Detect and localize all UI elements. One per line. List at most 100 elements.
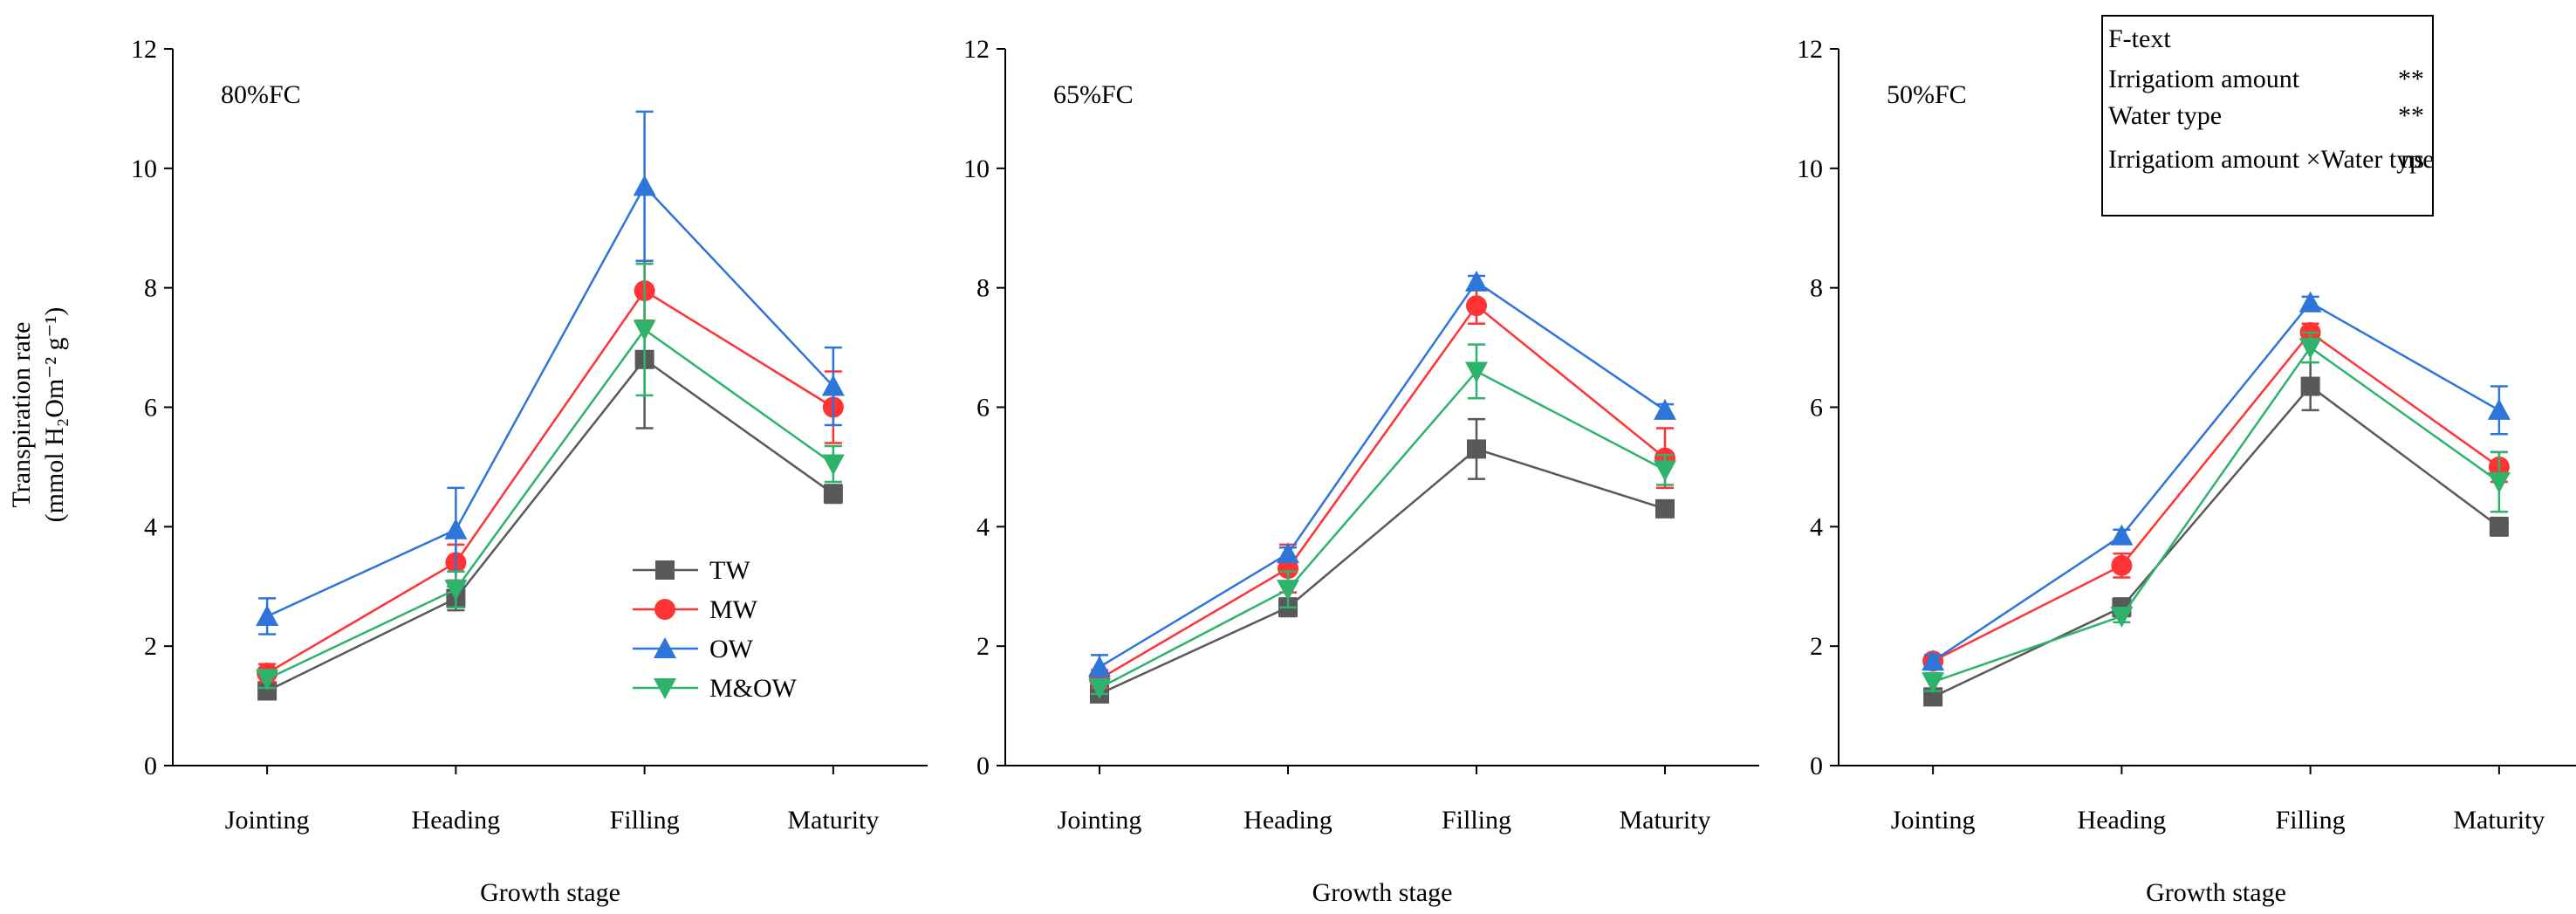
series-line bbox=[1099, 369, 1666, 690]
x-axis-label: Growth stage bbox=[2146, 878, 2286, 907]
x-tick-label: Filling bbox=[610, 806, 680, 835]
data-point bbox=[1088, 656, 1111, 677]
legend-entry: MW bbox=[633, 595, 758, 624]
data-point bbox=[1277, 580, 1299, 601]
data-point bbox=[2487, 398, 2511, 420]
data-point bbox=[1654, 460, 1676, 482]
x-tick-label: Heading bbox=[412, 806, 501, 835]
ftext-row-label: Irrigatiom amount ×Water type bbox=[2108, 145, 2435, 174]
legend-marker bbox=[654, 637, 676, 658]
data-point bbox=[2111, 554, 2133, 576]
series-line bbox=[1099, 304, 1666, 680]
data-point bbox=[2299, 338, 2322, 360]
chart-panel: 0 2 4 6 8 10 12 Jointing Heading Filling Maturity G… bbox=[131, 35, 928, 907]
series-ow bbox=[256, 110, 845, 636]
data-point bbox=[1655, 498, 1675, 519]
series-m-ow bbox=[1088, 343, 1676, 700]
ftext-row-value: ** bbox=[2398, 65, 2424, 93]
data-point bbox=[256, 669, 279, 691]
legend: TW MW OW M&OW bbox=[633, 556, 798, 703]
legend-entry: M&OW bbox=[633, 674, 798, 703]
chart-panels: 0 2 4 6 8 10 12 Jointing Heading Filling Maturity G… bbox=[131, 35, 2576, 907]
y-tick-label: 12 bbox=[1797, 35, 1823, 64]
series-m-ow bbox=[256, 263, 845, 691]
panel-label: 65%FC bbox=[1053, 80, 1134, 109]
panel-label: 50%FC bbox=[1887, 80, 1967, 109]
y-tick-label: 8 bbox=[976, 274, 990, 303]
data-point bbox=[1466, 295, 1487, 317]
series-tw bbox=[257, 289, 843, 701]
y-tick-label: 8 bbox=[144, 274, 157, 303]
data-point bbox=[2110, 524, 2134, 546]
series-line bbox=[266, 358, 834, 692]
legend-entry: TW bbox=[633, 556, 750, 585]
series-mw bbox=[1089, 286, 1675, 690]
ftext-row-value: ** bbox=[2398, 101, 2424, 130]
x-axis-label: Growth stage bbox=[480, 878, 620, 907]
y-tick-label: 4 bbox=[144, 512, 157, 541]
series-line bbox=[1099, 280, 1666, 669]
series-ow bbox=[1088, 270, 1676, 681]
legend-marker bbox=[655, 560, 675, 580]
y-tick-label: 4 bbox=[1810, 512, 1823, 541]
series-line bbox=[1932, 331, 2500, 663]
data-point bbox=[257, 681, 277, 701]
data-point bbox=[444, 580, 468, 601]
legend-marker bbox=[654, 678, 676, 699]
legend-marker bbox=[654, 599, 675, 620]
data-point bbox=[1654, 398, 1676, 420]
data-point bbox=[2110, 606, 2134, 628]
series-m-ow bbox=[1922, 331, 2511, 694]
x-tick-label: Filling bbox=[1442, 806, 1511, 835]
data-point bbox=[1922, 672, 1945, 694]
y-tick-label: 6 bbox=[144, 394, 157, 423]
series-ow bbox=[1922, 291, 2511, 671]
legend-label: TW bbox=[709, 556, 750, 585]
x-tick-label: Maturity bbox=[2453, 806, 2545, 835]
ftext-border bbox=[2101, 15, 2434, 216]
y-tick-label: 2 bbox=[144, 632, 157, 661]
ftext-row-label: Irrigatiom amount bbox=[2108, 65, 2300, 93]
series-tw bbox=[1923, 361, 2509, 707]
data-point bbox=[823, 484, 843, 504]
ftext-box: F-text Irrigatiom amount ** Water type *… bbox=[2101, 15, 2435, 216]
series-line bbox=[266, 289, 834, 675]
y-tick-label: 2 bbox=[1810, 632, 1823, 661]
data-point bbox=[1278, 558, 1298, 580]
data-point bbox=[2489, 517, 2509, 537]
chart-panel: 0 2 4 6 8 10 12 Jointing Heading Filling Maturity G… bbox=[1797, 35, 2576, 907]
data-point bbox=[1465, 270, 1488, 292]
x-axis-label: Growth stage bbox=[1312, 878, 1453, 907]
y-axis-label: Transpiration rate (mmol H₂Om⁻² g⁻¹) bbox=[7, 307, 69, 523]
series-line bbox=[1099, 447, 1666, 696]
y-axis-label-line1: Transpiration rate bbox=[7, 321, 36, 507]
ftext-row-value: ns bbox=[2401, 145, 2424, 174]
y-tick-label: 12 bbox=[131, 35, 157, 64]
data-point bbox=[1465, 361, 1488, 383]
panel-label: 80%FC bbox=[221, 80, 301, 109]
data-point bbox=[444, 518, 468, 539]
x-tick-label: Jointing bbox=[225, 806, 310, 835]
x-tick-label: Jointing bbox=[1891, 806, 1976, 835]
data-point bbox=[633, 320, 656, 341]
data-point bbox=[256, 604, 279, 626]
chart-panel: 0 2 4 6 8 10 12 Jointing Heading Filling Maturity G… bbox=[963, 35, 1759, 907]
data-point bbox=[1922, 649, 1945, 671]
data-point bbox=[1467, 439, 1486, 459]
series-line bbox=[266, 327, 834, 680]
ftext-row-label: Water type bbox=[2108, 101, 2222, 130]
y-tick-label: 6 bbox=[1810, 394, 1823, 423]
series-line bbox=[266, 184, 834, 618]
legend-label: M&OW bbox=[709, 674, 798, 703]
x-tick-label: Maturity bbox=[787, 806, 879, 835]
y-tick-label: 4 bbox=[976, 512, 990, 541]
data-point bbox=[821, 454, 845, 476]
y-tick-label: 0 bbox=[976, 752, 990, 780]
data-point bbox=[2487, 472, 2511, 494]
y-tick-label: 12 bbox=[963, 35, 990, 64]
y-axis-label-line2: (mmol H₂Om⁻² g⁻¹) bbox=[40, 307, 69, 523]
data-point bbox=[1088, 678, 1111, 700]
data-point bbox=[2299, 291, 2322, 313]
series-tw bbox=[1090, 417, 1675, 704]
